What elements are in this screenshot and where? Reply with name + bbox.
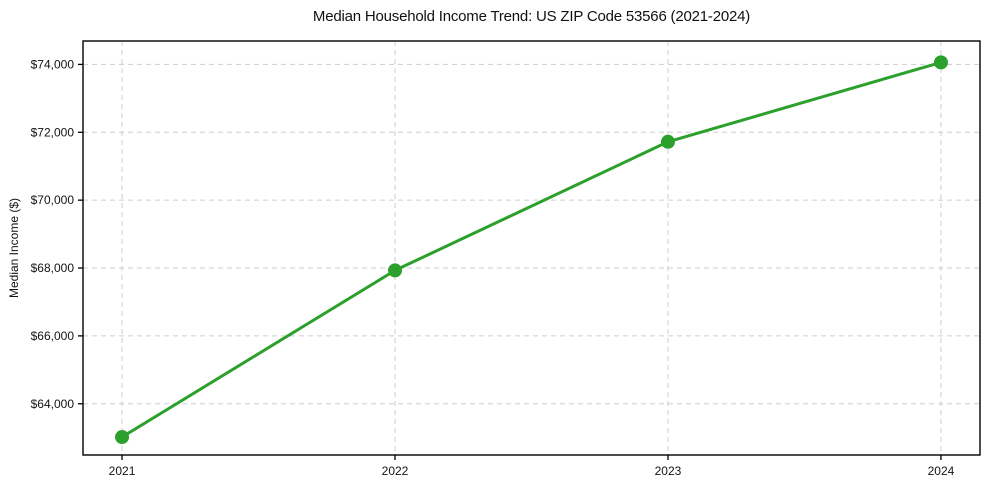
data-point (933, 55, 948, 70)
y-tick-label: $72,000 (31, 125, 75, 139)
data-point (388, 263, 403, 278)
y-tick-label: $74,000 (31, 57, 75, 71)
chart-title: Median Household Income Trend: US ZIP Co… (312, 8, 751, 25)
x-tick-label: 2023 (655, 464, 682, 478)
data-point (115, 430, 130, 445)
y-tick-label: $68,000 (31, 261, 75, 275)
y-tick-label: $64,000 (31, 397, 75, 411)
plot-frame (82, 40, 981, 456)
x-tick-label: 2021 (109, 464, 136, 478)
y-tick-label: $70,000 (31, 193, 75, 207)
data-line (120, 60, 943, 439)
x-tick-label: 2024 (928, 464, 955, 478)
data-point (660, 134, 675, 149)
y-tick-label: $66,000 (31, 329, 75, 343)
x-tick-label: 2022 (382, 464, 409, 478)
y-axis-label: Median Income ($) (7, 197, 21, 299)
